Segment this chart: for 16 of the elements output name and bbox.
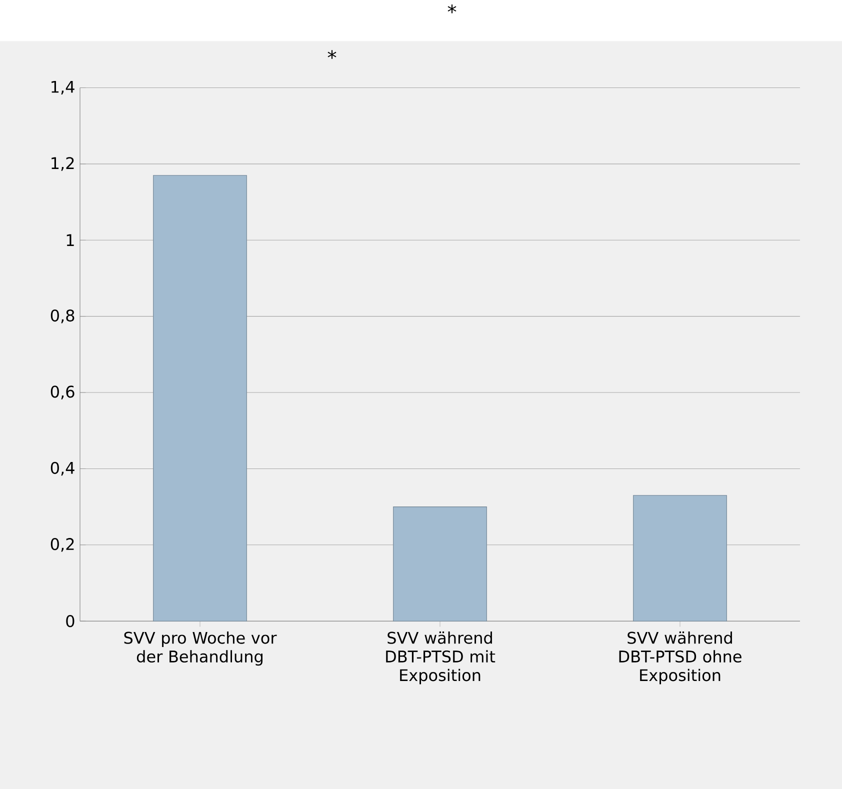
- y-tick-label: 0: [66, 614, 74, 628]
- y-tick-label: 0,6: [50, 386, 74, 400]
- x-tick-label: SVV pro Woche vor der Behandlung: [124, 631, 277, 666]
- bar: [633, 495, 727, 622]
- x-tick-label: SVV während DBT-PTSD mit Exposition: [386, 631, 496, 684]
- y-tick-label: 1,2: [52, 157, 74, 171]
- x-tick-label: SVV während DBT-PTSD ohne Exposition: [619, 631, 742, 684]
- y-tick-label: 0,4: [50, 462, 74, 476]
- bar: [153, 175, 247, 622]
- y-tick-label: 1: [66, 234, 74, 246]
- y-tick-label: 1,4: [52, 80, 74, 94]
- bar: [393, 506, 487, 622]
- y-tick-label: 0,8: [50, 309, 74, 324]
- text: *: [328, 50, 336, 59]
- y-tick-label: 0,2: [50, 538, 74, 552]
- text: *: [448, 4, 456, 14]
